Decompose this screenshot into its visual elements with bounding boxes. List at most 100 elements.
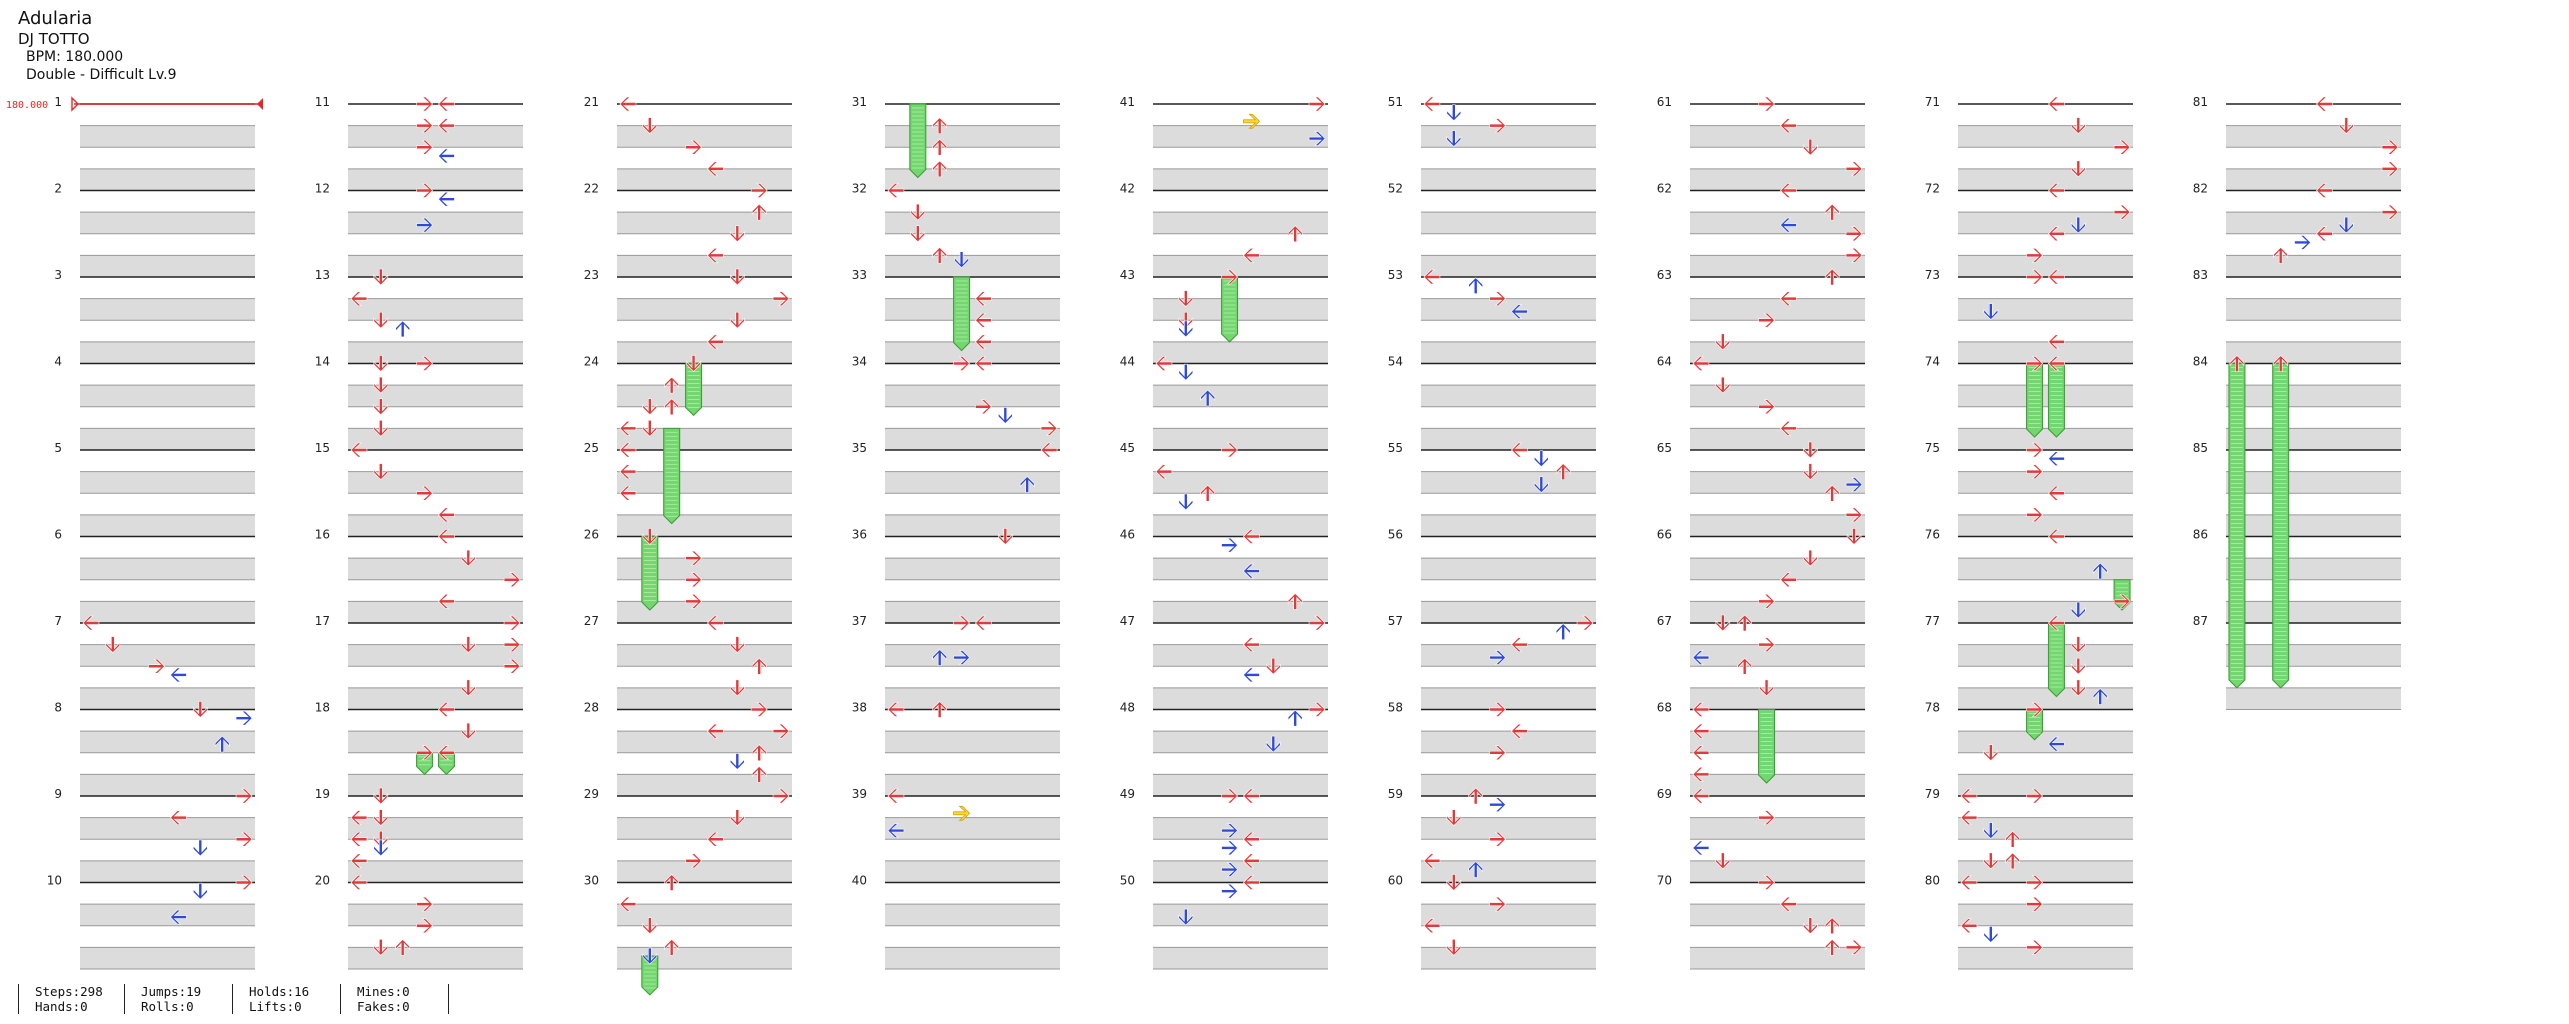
- measure-number: 4: [54, 355, 62, 369]
- measure-number: 66: [1657, 528, 1672, 542]
- beat-shade: [1958, 860, 2133, 883]
- beat-shade: [1421, 212, 1596, 234]
- arrow-note-down: [1803, 917, 1818, 935]
- arrow-note-left: [1423, 853, 1441, 869]
- arrow-note-left: [1040, 442, 1058, 458]
- beat-shade: [348, 558, 523, 580]
- beat-shade: [1690, 860, 1865, 883]
- arrow-note-left: [438, 118, 455, 133]
- beat-shade: [1153, 168, 1328, 191]
- arrow-note-down: [730, 809, 745, 827]
- beat-shade: [1690, 601, 1865, 623]
- arrow-note-left: [350, 442, 368, 458]
- arrow-note-right: [772, 788, 790, 804]
- measure-number: 36: [852, 528, 867, 542]
- arrow-note-down: [910, 225, 926, 243]
- arrow-note-down: [373, 355, 389, 372]
- arrow-note-right: [1040, 421, 1058, 436]
- arrow-note-left: [1155, 356, 1173, 371]
- arrow-note-right: [416, 183, 433, 198]
- arrow-note-down: [730, 753, 745, 770]
- arrow-note-left: [2316, 96, 2333, 112]
- arrow-note-right: [2026, 896, 2043, 912]
- arrow-note-right: [1845, 507, 1863, 523]
- arrow-note-left: [1155, 464, 1173, 479]
- arrow-note-left: [975, 312, 992, 328]
- arrow-note-up: [932, 117, 947, 134]
- arrow-note-left: [1423, 96, 1441, 112]
- arrow-note-up: [932, 246, 947, 264]
- arrow-note-right: [1308, 615, 1326, 631]
- stat-group-3: Holds:16 Lifts:0: [232, 984, 309, 1014]
- arrow-note-down: [373, 268, 389, 286]
- beat-shade: [1153, 514, 1328, 537]
- beat-shade: [885, 644, 1060, 667]
- beat-shade: [80, 558, 255, 580]
- beat-shade: [1958, 341, 2133, 364]
- beat-shade: [2226, 212, 2401, 234]
- beat-shade: [80, 601, 255, 623]
- arrow-note-right: [416, 217, 433, 233]
- beat-shade: [1690, 644, 1865, 667]
- measure-number: 19: [315, 787, 330, 801]
- arrow-note-right: [416, 745, 433, 761]
- beat-shade: [1690, 385, 1865, 407]
- arrow-note-down: [642, 917, 658, 935]
- arrow-note-right: [1489, 291, 1506, 306]
- beat-shade: [348, 514, 523, 537]
- beat-shade: [1958, 125, 2133, 148]
- beat-shade: [1153, 687, 1328, 710]
- arrow-note-right: [750, 183, 768, 198]
- measure-number: 80: [1925, 874, 1940, 888]
- arrow-note-up: [214, 735, 230, 753]
- beat-shade: [1958, 298, 2133, 321]
- arrow-note-down: [1715, 852, 1731, 870]
- measure-number: 54: [1388, 355, 1403, 369]
- beat-shade: [80, 514, 255, 537]
- beat-shade: [1153, 860, 1328, 883]
- beat-shade: [617, 212, 792, 234]
- arrow-note-left: [2048, 451, 2065, 466]
- beat-shade: [80, 731, 255, 753]
- measure-number: 42: [1120, 182, 1135, 196]
- arrow-note-right: [2113, 204, 2131, 220]
- song-info: Adularia DJ TOTTO BPM: 180.000 Double - …: [18, 8, 177, 84]
- measure-number: 76: [1925, 528, 1940, 542]
- stat-group-4: Mines:0 Fakes:0: [340, 984, 410, 1014]
- arrow-note-right: [1221, 788, 1238, 804]
- song-title: Adularia: [18, 8, 93, 29]
- measure-number: 27: [584, 614, 599, 628]
- hold-note: [1758, 709, 1776, 784]
- arrow-note-down: [2071, 636, 2086, 654]
- arrow-note-left: [1243, 248, 1260, 263]
- arrow-note-down: [2071, 657, 2086, 675]
- arrow-note-left: [975, 291, 992, 306]
- arrow-note-left: [619, 421, 637, 436]
- arrow-note-left: [1780, 421, 1797, 436]
- arrow-note-up: [1737, 614, 1752, 632]
- arrow-note-right: [416, 896, 433, 912]
- measure-number: 44: [1120, 355, 1135, 369]
- arrow-note-up: [751, 203, 767, 221]
- beat-shade: [80, 385, 255, 407]
- arrow-note-down: [461, 722, 476, 740]
- arrow-note-left: [619, 96, 637, 112]
- beat-shade: [348, 385, 523, 407]
- arrow-note-down: [2071, 216, 2086, 234]
- arrow-note-right: [1308, 96, 1326, 112]
- arrow-note-down: [193, 839, 208, 857]
- measure-number: 52: [1388, 182, 1403, 196]
- arrow-note-left: [1243, 563, 1260, 579]
- beat-shade: [617, 687, 792, 710]
- arrow-note-left: [887, 788, 905, 804]
- beat-shade: [617, 558, 792, 580]
- arrow-note-up: [664, 398, 679, 416]
- arrow-note-left: [1243, 788, 1260, 804]
- arrow-note-down: [1803, 138, 1818, 156]
- arrow-note-up: [751, 744, 767, 762]
- beat-shade: [617, 298, 792, 321]
- arrow-note-up: [1824, 203, 1840, 221]
- beat-shade: [1421, 168, 1596, 191]
- beat-shade: [1153, 731, 1328, 753]
